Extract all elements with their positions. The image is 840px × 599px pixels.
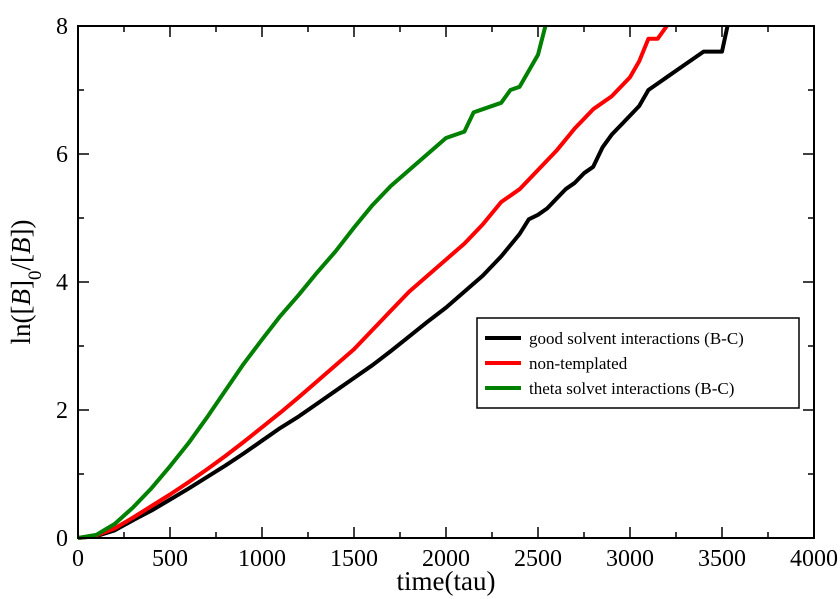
x-tick-label: 0 xyxy=(72,546,84,572)
legend: good solvent interactions (B-C) non-templ… xyxy=(476,317,800,409)
series-lines xyxy=(77,24,730,540)
axis-tick-labels: 0 500 1000 1500 2000 2500 3000 3500 4000 0 2 4 6 8 xyxy=(56,14,838,572)
y-tick-label: 2 xyxy=(56,398,68,424)
y-axis-title-b1: B xyxy=(6,289,36,306)
legend-label-2: non-templated xyxy=(529,354,628,373)
x-tick-label: 2500 xyxy=(514,546,562,572)
x-tick-label: 3000 xyxy=(606,546,654,572)
series-line-1 xyxy=(77,25,730,540)
y-axis-title-mid: /[ xyxy=(6,254,36,271)
x-tick-label: 3500 xyxy=(698,546,746,572)
legend-label-3: theta solvet interactions (B-C) xyxy=(529,379,734,398)
legend-box xyxy=(476,317,800,409)
y-tick-label: 0 xyxy=(56,526,68,552)
plot-area-frame xyxy=(77,25,815,539)
series-line-3 xyxy=(77,25,548,540)
x-tick-label: 4000 xyxy=(790,546,838,572)
y-axis-title: ln([B]0/[B]) xyxy=(6,220,46,345)
x-tick-label: 1500 xyxy=(330,546,378,572)
x-tick-label: 500 xyxy=(152,546,188,572)
y-axis-title-sub: 0 xyxy=(25,271,46,281)
series-line-2 xyxy=(77,24,669,540)
x-axis-title: time(tau) xyxy=(397,566,496,596)
y-axis-title-pre: ln([ xyxy=(6,305,36,344)
y-tick-label: 4 xyxy=(56,270,68,296)
y-tick-label: 6 xyxy=(56,142,68,168)
y-tick-label: 8 xyxy=(56,14,68,40)
y-axis-title-b2: B xyxy=(6,238,36,255)
legend-label-1: good solvent interactions (B-C) xyxy=(529,329,744,348)
x-tick-label: 2000 xyxy=(422,546,470,572)
axis-ticks xyxy=(77,25,815,539)
x-tick-label: 1000 xyxy=(238,546,286,572)
y-axis-title-post: ]) xyxy=(6,220,36,238)
